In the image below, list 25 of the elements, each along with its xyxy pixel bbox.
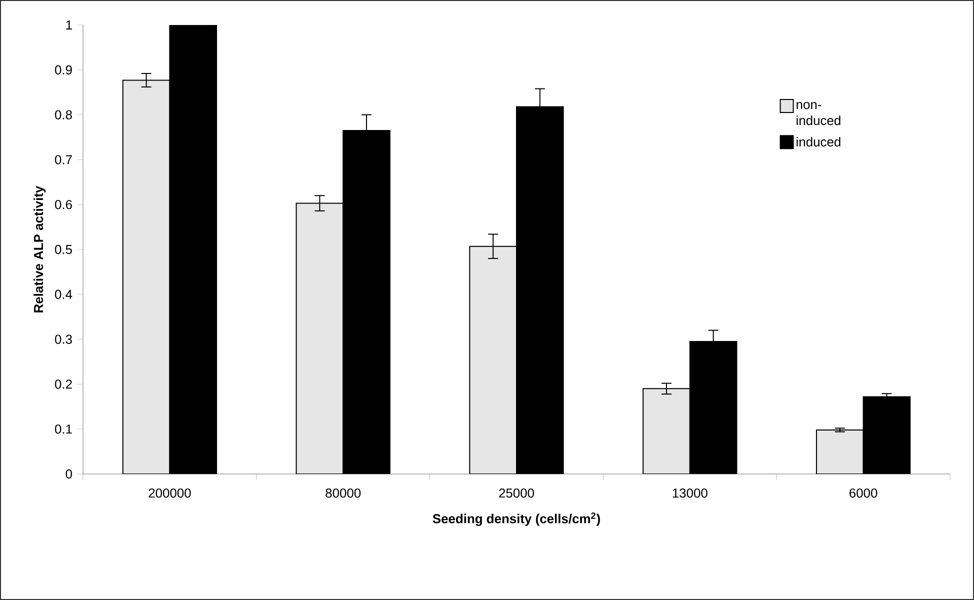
- y-tick-label: 0.8: [54, 110, 72, 120]
- y-tick-label: 1: [66, 20, 72, 30]
- bar: [816, 429, 864, 474]
- y-tick-label: 0.6: [54, 200, 72, 210]
- x-tick-label: 6000: [850, 488, 878, 498]
- y-tick-label: 0.3: [54, 334, 72, 344]
- bar: [122, 80, 170, 474]
- legend-label: induced: [796, 137, 840, 147]
- x-axis-title: Seeding density (cells/cm$^{2}$): [432, 512, 600, 526]
- y-tick-label: 0.5: [54, 244, 72, 254]
- y-tick-label: 0: [66, 469, 72, 479]
- y-tick-label: 0.4: [54, 290, 72, 299]
- legend-label: non-induced: [796, 102, 840, 126]
- x-tick-label: 80000: [326, 488, 361, 498]
- y-tick-label: 0.7: [54, 155, 72, 164]
- x-tick-label: 13000: [672, 488, 708, 498]
- bar: [469, 246, 518, 474]
- y-tick-label: 0.1: [54, 424, 72, 434]
- y-tick-label: 0.9: [54, 65, 72, 74]
- bar: [642, 388, 690, 474]
- x-tick-label: 25000: [499, 488, 534, 498]
- x-tick-label: 200000: [148, 488, 191, 498]
- y-axis-title: Relative ALP activity: [34, 186, 46, 312]
- y-tick-label: 0.2: [54, 380, 72, 389]
- bar: [296, 202, 344, 474]
